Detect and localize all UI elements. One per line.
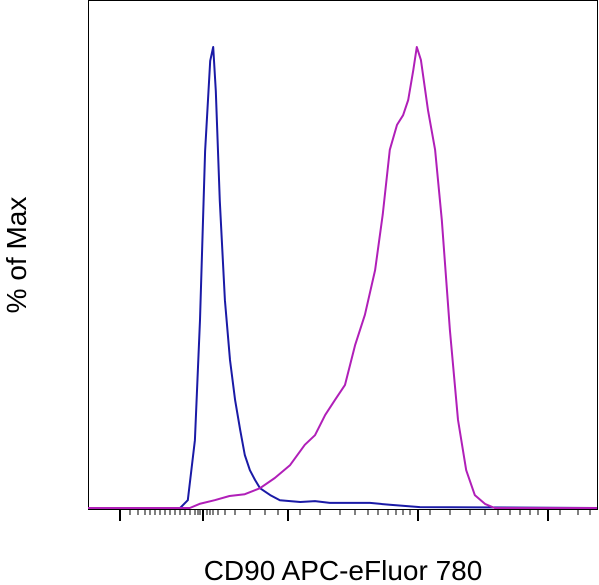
- y-axis-label: % of Max: [1, 197, 32, 314]
- histogram-line: [88, 46, 598, 509]
- histogram-line: [88, 46, 597, 509]
- x-axis-label: CD90 APC-eFluor 780: [204, 555, 483, 585]
- plot-frame: [88, 0, 598, 510]
